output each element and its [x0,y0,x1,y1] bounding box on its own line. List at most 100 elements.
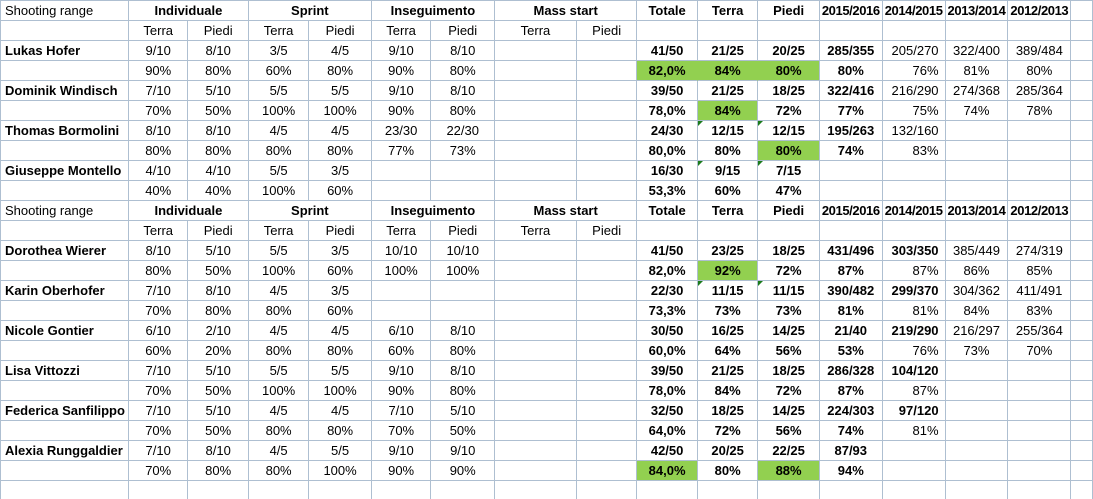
data-cell[interactable]: 8/10 [188,41,249,61]
header-cell[interactable]: Terra [128,21,189,41]
header-cell[interactable] [1008,221,1072,241]
data-cell[interactable]: 195/263 [819,121,883,141]
data-cell[interactable]: 84% [697,381,759,401]
header-cell[interactable] [1,221,129,241]
header-cell[interactable] [637,221,698,241]
data-cell[interactable]: 285/364 [1008,81,1072,101]
data-cell[interactable]: 80% [697,141,759,161]
highlighted-cell[interactable]: 80% [758,61,820,81]
data-cell[interactable]: 73% [431,141,496,161]
cell[interactable] [576,321,638,341]
data-cell[interactable]: 41/50 [637,41,698,61]
data-cell[interactable]: 8/10 [188,281,249,301]
data-cell[interactable]: 24/30 [637,121,698,141]
cell[interactable] [576,261,638,281]
data-cell[interactable]: 216/290 [882,81,946,101]
data-cell[interactable]: 14/25 [758,401,820,421]
data-cell[interactable]: 80% [188,461,249,481]
cell[interactable] [945,441,1009,461]
data-cell[interactable]: 286/328 [819,361,883,381]
cell[interactable] [1,421,129,441]
data-cell[interactable]: 322/400 [945,41,1009,61]
data-cell[interactable]: 87% [882,261,946,281]
data-cell[interactable]: 84% [945,301,1009,321]
header-cell[interactable] [819,221,883,241]
header-cell[interactable] [758,221,820,241]
highlighted-cell[interactable]: 84% [697,61,759,81]
data-cell[interactable]: 21/40 [819,321,883,341]
data-cell[interactable]: 80% [248,301,310,321]
athlete-name-cell[interactable]: Lisa Vittozzi [1,361,129,381]
athlete-name-cell[interactable]: Dorothea Wierer [1,241,129,261]
data-cell[interactable]: 3/5 [248,41,310,61]
data-cell[interactable]: 64,0% [637,421,698,441]
cell[interactable] [882,441,946,461]
cell[interactable] [577,481,638,499]
data-cell[interactable]: 5/10 [188,361,249,381]
data-cell[interactable]: 11/15 [697,281,759,301]
data-cell[interactable]: 80% [697,461,759,481]
header-cell[interactable]: Terra [697,1,759,21]
header-cell[interactable]: Shooting range [1,1,129,21]
data-cell[interactable]: 39/50 [637,361,698,381]
header-cell[interactable]: Piedi [576,21,638,41]
cell[interactable] [576,341,638,361]
header-cell[interactable]: Piedi [576,221,638,241]
data-cell[interactable]: 9/10 [431,441,496,461]
header-cell[interactable]: Piedi [431,221,496,241]
header-cell[interactable] [945,21,1009,41]
data-cell[interactable]: 11/15 [758,281,820,301]
data-cell[interactable]: 322/416 [819,81,883,101]
header-cell[interactable]: 2014/2015 [882,201,946,221]
cell[interactable] [371,281,432,301]
data-cell[interactable]: 216/297 [945,321,1009,341]
data-cell[interactable]: 32/50 [637,401,698,421]
data-cell[interactable]: 5/10 [431,401,496,421]
cell[interactable] [698,481,759,499]
data-cell[interactable]: 4/5 [309,401,372,421]
athlete-name-cell[interactable]: Alexia Runggaldier [1,441,129,461]
data-cell[interactable]: 80% [248,421,310,441]
data-cell[interactable]: 5/5 [309,361,372,381]
cell[interactable] [495,301,577,321]
data-cell[interactable]: 53% [819,341,883,361]
cell[interactable] [819,181,883,201]
cell[interactable] [1071,81,1093,101]
data-cell[interactable]: 81% [945,61,1009,81]
data-cell[interactable]: 60% [248,61,310,81]
cell[interactable] [1071,361,1093,381]
data-cell[interactable]: 7/10 [128,401,189,421]
data-cell[interactable]: 78,0% [637,101,698,121]
data-cell[interactable]: 90% [371,381,432,401]
cell[interactable] [1,261,129,281]
cell[interactable] [1071,441,1093,461]
data-cell[interactable]: 86% [945,261,1009,281]
header-cell[interactable]: 2015/2016 [819,201,883,221]
data-cell[interactable]: 431/496 [819,241,883,261]
data-cell[interactable]: 80% [431,61,496,81]
cell[interactable] [1071,161,1093,181]
data-cell[interactable]: 8/10 [128,241,189,261]
data-cell[interactable]: 75% [882,101,946,121]
header-cell[interactable] [945,221,1009,241]
cell[interactable] [129,481,189,499]
cell[interactable] [945,161,1009,181]
cell[interactable] [495,321,577,341]
header-cell[interactable]: Piedi [758,1,820,21]
header-cell[interactable]: 2012/2013 [1008,201,1072,221]
cell[interactable] [882,181,946,201]
data-cell[interactable]: 6/10 [371,321,432,341]
cell[interactable] [495,101,577,121]
cell[interactable] [495,141,577,161]
header-cell[interactable] [819,21,883,41]
data-cell[interactable]: 22/30 [431,121,496,141]
header-cell[interactable]: Individuale [128,1,249,21]
data-cell[interactable]: 100% [248,101,310,121]
data-cell[interactable]: 70% [1008,341,1072,361]
cell[interactable] [576,241,638,261]
data-cell[interactable]: 80% [248,461,310,481]
header-cell[interactable]: Shooting range [1,201,129,221]
data-cell[interactable]: 74% [819,421,883,441]
cell[interactable] [576,61,638,81]
data-cell[interactable]: 8/10 [431,81,496,101]
